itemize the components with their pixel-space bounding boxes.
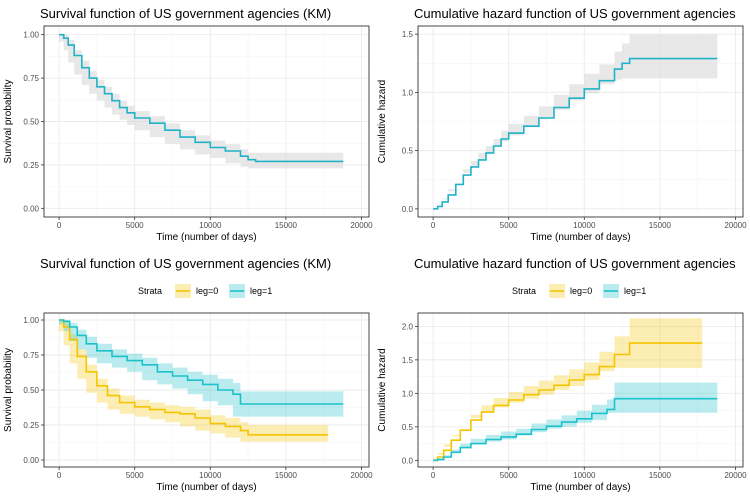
chart-panel-haz-strata: Cumulative hazard function of US governm…: [377, 256, 747, 493]
x-tick-label: 10000: [199, 471, 222, 480]
x-tick-label: 20000: [350, 471, 373, 480]
y-tick-label: 1.5: [402, 356, 414, 365]
y-tick-label: 0.0: [402, 456, 414, 465]
series-line-leg0: [433, 342, 703, 462]
y-axis-label: Survival probability: [3, 348, 14, 432]
y-tick-label: 0.50: [23, 118, 39, 127]
legend: Strata leg=0 leg=1: [138, 284, 272, 298]
chart-title: Cumulative hazard function of US governm…: [414, 6, 736, 21]
x-tick-label: 10000: [573, 221, 596, 230]
y-tick-label: 0.0: [402, 205, 414, 214]
series-line-series: [59, 33, 344, 163]
y-tick-label: 1.00: [23, 316, 39, 325]
legend-entry-label: leg=1: [250, 286, 272, 296]
series-line-series: [433, 57, 718, 210]
y-tick-label: 1.00: [23, 31, 39, 40]
series-line-leg1: [433, 397, 718, 462]
y-tick-label: 0.25: [23, 421, 39, 430]
confidence-band-series: [433, 34, 718, 209]
chart-title: Cumulative hazard function of US governm…: [414, 256, 736, 271]
x-tick-label: 20000: [724, 221, 747, 230]
panel-border: [417, 312, 744, 468]
confidence-band-leg1: [59, 320, 344, 417]
chart-title: Survival function of US government agenc…: [40, 256, 331, 271]
x-tick-label: 10000: [573, 471, 596, 480]
panel-border: [43, 25, 370, 218]
series-line-leg0: [59, 319, 329, 436]
x-tick-label: 20000: [724, 471, 747, 480]
y-tick-label: 1.5: [402, 30, 414, 39]
legend-title: Strata: [138, 286, 162, 296]
x-axis-label: Time (number of days): [530, 232, 630, 243]
y-tick-label: 0.25: [23, 161, 39, 170]
y-tick-label: 0.5: [402, 147, 414, 156]
confidence-band-series: [59, 34, 344, 169]
chart-panel-haz-single: Cumulative hazard function of US governm…: [377, 6, 747, 243]
x-tick-label: 0: [431, 471, 436, 480]
x-tick-label: 15000: [649, 221, 672, 230]
x-tick-label: 5000: [500, 221, 518, 230]
confidence-band-leg0: [433, 318, 703, 461]
x-tick-label: 15000: [275, 221, 298, 230]
y-tick-label: 0.50: [23, 386, 39, 395]
legend-entry-label: leg=0: [570, 286, 592, 296]
x-tick-label: 20000: [350, 221, 373, 230]
y-tick-label: 1.0: [402, 88, 414, 97]
chart-panel-surv-strata: Survival function of US government agenc…: [3, 256, 373, 493]
y-axis-label: Cumulative hazard: [377, 348, 388, 431]
x-tick-label: 0: [57, 471, 62, 480]
y-tick-label: 0.00: [23, 204, 39, 213]
x-axis-label: Time (number of days): [530, 482, 630, 493]
y-tick-label: 2.0: [402, 322, 414, 331]
legend: Strata leg=0 leg=1: [512, 284, 646, 298]
x-tick-label: 5000: [126, 471, 144, 480]
x-tick-label: 0: [57, 221, 62, 230]
y-tick-label: 0.75: [23, 351, 39, 360]
series-line-leg1: [59, 319, 344, 405]
chart-title: Survival function of US government agenc…: [40, 6, 331, 21]
x-tick-label: 5000: [500, 471, 518, 480]
y-tick-label: 1.0: [402, 389, 414, 398]
panel-border: [417, 25, 744, 218]
x-tick-label: 5000: [126, 221, 144, 230]
x-tick-label: 15000: [649, 471, 672, 480]
x-tick-label: 0: [431, 221, 436, 230]
legend-entry-label: leg=0: [196, 286, 218, 296]
chart-panel-surv-single: Survival function of US government agenc…: [3, 6, 373, 243]
y-tick-label: 0.5: [402, 423, 414, 432]
y-axis-label: Survival probability: [3, 80, 14, 164]
legend-entry-label: leg=1: [624, 286, 646, 296]
y-axis-label: Cumulative hazard: [377, 80, 388, 163]
y-tick-label: 0.00: [23, 456, 39, 465]
x-axis-label: Time (number of days): [156, 232, 256, 243]
legend-title: Strata: [512, 286, 536, 296]
confidence-band-leg0: [59, 320, 329, 442]
x-axis-label: Time (number of days): [156, 482, 256, 493]
x-tick-label: 15000: [275, 471, 298, 480]
x-tick-label: 10000: [199, 221, 222, 230]
panel-border: [43, 312, 370, 468]
y-tick-label: 0.75: [23, 74, 39, 83]
